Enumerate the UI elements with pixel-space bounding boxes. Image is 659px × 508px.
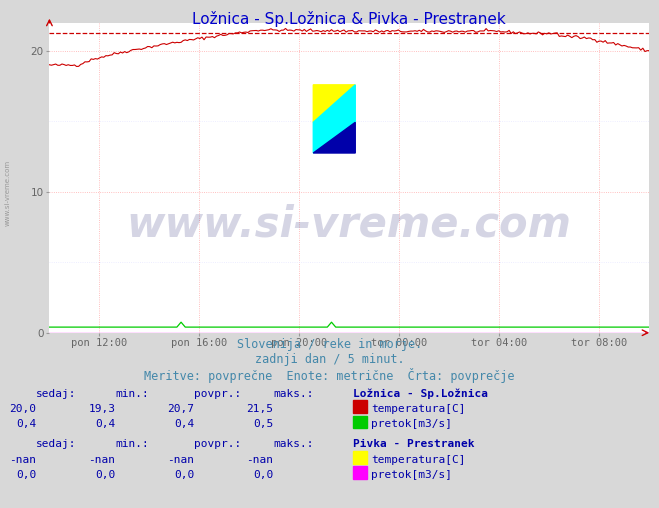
- Text: 0,4: 0,4: [174, 419, 194, 429]
- Text: Meritve: povprečne  Enote: metrične  Črta: povprečje: Meritve: povprečne Enote: metrične Črta:…: [144, 368, 515, 384]
- Text: -nan: -nan: [9, 455, 36, 465]
- Text: 21,5: 21,5: [246, 404, 273, 414]
- Polygon shape: [313, 122, 355, 153]
- Text: 0,0: 0,0: [16, 470, 36, 480]
- Text: 0,4: 0,4: [16, 419, 36, 429]
- Text: 20,7: 20,7: [167, 404, 194, 414]
- Text: povpr.:: povpr.:: [194, 439, 242, 450]
- Text: pretok[m3/s]: pretok[m3/s]: [371, 419, 452, 429]
- Text: 0,4: 0,4: [95, 419, 115, 429]
- Text: 20,0: 20,0: [9, 404, 36, 414]
- Text: 0,5: 0,5: [253, 419, 273, 429]
- Text: povpr.:: povpr.:: [194, 389, 242, 399]
- Text: temperatura[C]: temperatura[C]: [371, 404, 465, 414]
- Text: min.:: min.:: [115, 439, 149, 450]
- Text: Pivka - Prestranek: Pivka - Prestranek: [353, 439, 474, 450]
- Text: 0,0: 0,0: [174, 470, 194, 480]
- Text: maks.:: maks.:: [273, 389, 314, 399]
- Text: sedaj:: sedaj:: [36, 389, 76, 399]
- Text: zadnji dan / 5 minut.: zadnji dan / 5 minut.: [254, 353, 405, 366]
- Polygon shape: [313, 85, 355, 153]
- Text: Ložnica - Sp.Ložnica & Pivka - Prestranek: Ložnica - Sp.Ložnica & Pivka - Prestrane…: [192, 11, 506, 27]
- Text: maks.:: maks.:: [273, 439, 314, 450]
- Text: Slovenija / reke in morje.: Slovenija / reke in morje.: [237, 338, 422, 351]
- Text: pretok[m3/s]: pretok[m3/s]: [371, 470, 452, 480]
- Text: www.si-vreme.com: www.si-vreme.com: [5, 160, 11, 226]
- Text: min.:: min.:: [115, 389, 149, 399]
- Polygon shape: [313, 85, 355, 122]
- Text: 19,3: 19,3: [88, 404, 115, 414]
- Text: -nan: -nan: [88, 455, 115, 465]
- Text: 0,0: 0,0: [253, 470, 273, 480]
- Text: Ložnica - Sp.Ložnica: Ložnica - Sp.Ložnica: [353, 389, 488, 399]
- Text: 0,0: 0,0: [95, 470, 115, 480]
- Text: sedaj:: sedaj:: [36, 439, 76, 450]
- Text: www.si-vreme.com: www.si-vreme.com: [127, 203, 572, 245]
- Text: -nan: -nan: [167, 455, 194, 465]
- Text: -nan: -nan: [246, 455, 273, 465]
- Text: temperatura[C]: temperatura[C]: [371, 455, 465, 465]
